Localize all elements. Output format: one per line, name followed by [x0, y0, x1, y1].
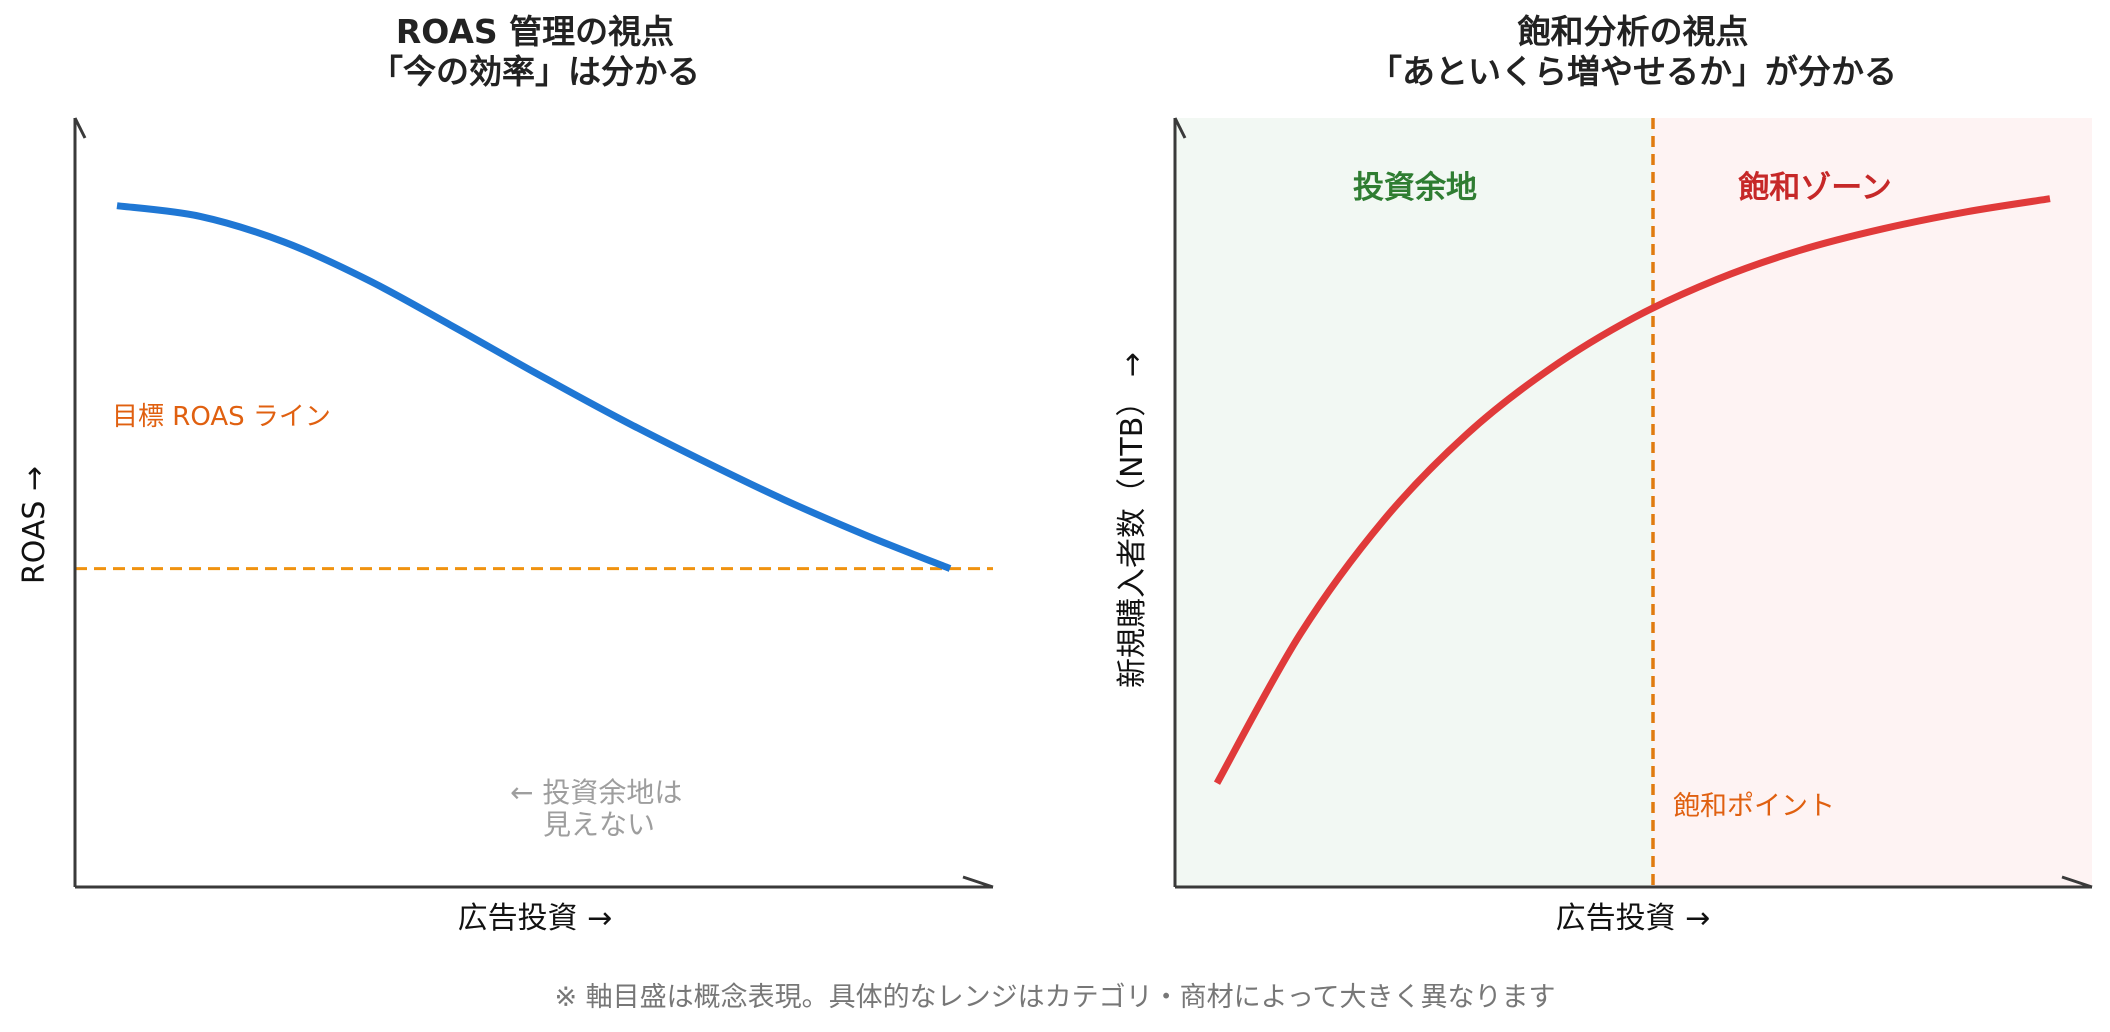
footnote: ※ 軸目盛は概念表現。具体的なレンジはカテゴリ・商材によって大きく異なります [554, 982, 1555, 1013]
right-x-axis-label: 広告投資 → [1556, 901, 1711, 936]
saturation-zone [1653, 118, 2092, 887]
no-headroom-annotation-line1: ← 投資余地は [510, 776, 682, 809]
right-plot-area [1175, 118, 2092, 887]
right-chart: 飽和分析の視点 「あといくら増やせるか」が分かる 広告投資 → 新規購入者数（N… [1115, 12, 2093, 936]
left-chart-title-line2: 「今の効率」は分かる [370, 52, 700, 91]
target-roas-label: 目標 ROAS ライン [112, 402, 331, 432]
left-chart-title-line1: ROAS 管理の視点 [396, 12, 674, 51]
no-headroom-annotation-line2: 見えない [543, 808, 655, 841]
investment-room-zone [1175, 118, 1653, 887]
left-x-axis-label: 広告投資 → [458, 901, 613, 936]
right-y-axis-break-mark [1173, 117, 1187, 139]
right-x-axis-break-mark [2061, 875, 2093, 889]
left-y-axis-label: ROAS → [17, 466, 52, 584]
roas-curve-line [116, 202, 952, 572]
left-plot-area [75, 202, 993, 572]
right-chart-title-line1: 飽和分析の視点 [1518, 12, 1749, 51]
investment-room-zone-label: 投資余地 [1353, 170, 1477, 206]
ntb-saturation-curve-line [1213, 195, 2051, 785]
saturation-point-label: 飽和ポイント [1673, 791, 1835, 822]
left-y-axis-break-mark [73, 117, 87, 139]
left-chart: ROAS 管理の視点 「今の効率」は分かる 広告投資 → ROAS → 目標 R… [17, 12, 994, 936]
left-x-axis-break-mark [962, 875, 994, 889]
right-y-axis-label: 新規購入者数（NTB） → [1115, 352, 1150, 688]
right-chart-title-line2: 「あといくら増やせるか」が分かる [1369, 52, 1897, 91]
saturation-zone-label: 飽和ゾーン [1738, 170, 1891, 206]
